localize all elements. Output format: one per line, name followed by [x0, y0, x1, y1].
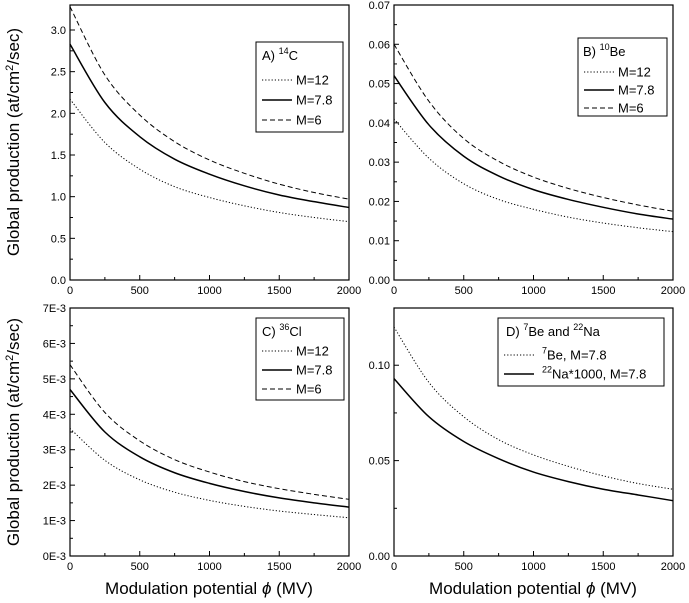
panel-a-y-tick-label: 0.0	[51, 275, 66, 287]
panel-c-y-tick-label: 4E-3	[43, 409, 66, 421]
panel-d-x-tick-label: 0	[391, 561, 397, 573]
panel-d-x-tick-label: 2000	[661, 561, 685, 573]
panel-c-y-tick-label: 5E-3	[43, 374, 66, 386]
panel-c-legend-label: M=7.8	[296, 363, 333, 378]
panel-d-legend-label: 7Be, M=7.8	[542, 346, 607, 363]
panel-a-curves	[69, 6, 350, 223]
panel-c-y-tick-label: 0E-3	[43, 551, 66, 563]
panel-d-x-tick-label: 1000	[521, 561, 545, 573]
panel-b-y-tick-label: 0.00	[369, 275, 390, 287]
panel-c-series-dashed-line	[69, 364, 350, 500]
panel-a-y-tick-label: 1.5	[51, 150, 66, 162]
panel-a-x-tick-label: 1000	[197, 285, 221, 297]
panel-b-x-tick-label: 1000	[521, 285, 545, 297]
panel-c-curves	[69, 364, 350, 519]
panel-d-legend-items: 7Be, M=7.8 22Na*1000, M=7.8	[504, 346, 646, 382]
panel-a-legend-items: M=12 M=7.8 M=6	[262, 73, 333, 128]
panel-a-y-tick-label: 3.0	[51, 25, 66, 37]
panel-d-y-tick-label: 0.05	[369, 456, 390, 468]
panel-a-legend-label: M=12	[296, 73, 329, 88]
panel-b-y-tick-label: 0.04	[369, 118, 390, 130]
panel-a-x-tick-label: 0	[67, 285, 73, 297]
panel-c-label: C) 36Cl	[262, 322, 302, 339]
panel-a-y-tick-label: 0.5	[51, 233, 66, 245]
panel-c-x-tick-label: 2000	[337, 561, 361, 573]
x-axis-title-left: Modulation potential ϕ (MV)	[105, 579, 313, 598]
panel-a-x-tick-label: 2000	[337, 285, 361, 297]
panel-b-x-tick-label: 1500	[591, 285, 615, 297]
panel-b-x-tick-label: 500	[455, 285, 473, 297]
panel-b-curves	[393, 44, 674, 233]
panel-b-series-solid-line	[393, 75, 674, 220]
panel-d-y-tick-label: 0.10	[369, 360, 390, 372]
panel-d-x-tick-label: 500	[455, 561, 473, 573]
panel-a-label: A) 14C	[262, 46, 298, 63]
panel-b-legend-items: M=12 M=7.8 M=6	[584, 65, 655, 116]
panel-c-y-tick-label: 1E-3	[43, 516, 66, 528]
panel-c-ticks: 0 500 1000 1500 2000 0E-3 1E-3 2E-3 3E-3 4E-3 5E-3…	[43, 303, 361, 573]
panel-b-x-tick-label: 2000	[661, 285, 685, 297]
panel-a-legend-label: M=6	[296, 113, 322, 128]
panel-c-legend-items: M=12 M=7.8 M=6	[262, 344, 333, 397]
panel-b-ticks: 0 500 1000 1500 2000 0.00 0.01 0.02 0.03 0.04 0.05…	[369, 0, 686, 297]
panel-d-x-tick-label: 1500	[591, 561, 615, 573]
panel-a-x-tick-label: 500	[131, 285, 149, 297]
panel-c-x-tick-label: 0	[67, 561, 73, 573]
panel-b-legend-label: M=6	[618, 101, 644, 116]
panel-b-y-tick-label: 0.06	[369, 39, 390, 51]
panel-a-y-tick-label: 2.0	[51, 108, 66, 120]
panel-b-legend-label: M=12	[618, 65, 651, 80]
panel-b-label: B) 10Be	[583, 42, 626, 59]
y-axis-title-top: Global production (at/cm2/sec)	[4, 28, 23, 256]
panel-a-x-tick-label: 1500	[267, 285, 291, 297]
panel-c-series-dotted-line	[69, 428, 350, 519]
panel-a-y-tick-label: 1.0	[51, 192, 66, 204]
panel-c-legend-label: M=12	[296, 344, 329, 359]
panel-c-y-tick-label: 2E-3	[43, 480, 66, 492]
panel-a-ticks: 0 500 1000 1500 2000 0.0 0.5 1.0 1.5 2.0 2.5 3.0	[51, 25, 362, 297]
panel-c-series-solid-line	[69, 389, 350, 508]
panel-d-series-solid-line	[393, 378, 674, 502]
panel-a-series-solid-line	[69, 43, 350, 209]
panel-b-series-dotted-line	[393, 118, 674, 233]
panel-b-y-tick-label: 0.02	[369, 196, 390, 208]
panel-b-y-tick-label: 0.01	[369, 236, 390, 248]
y-axis-title-bottom: Global production (at/cm2/sec)	[4, 318, 23, 546]
panel-a-legend-label: M=7.8	[296, 93, 333, 108]
panel-b: 0 500 1000 1500 2000 0.00 0.01 0.02 0.03 0.04 0.05…	[369, 0, 686, 297]
panel-c: 0 500 1000 1500 2000 0E-3 1E-3 2E-3 3E-3 4E-3 5E-3…	[43, 303, 361, 573]
panel-c-x-tick-label: 1000	[197, 561, 221, 573]
panel-d-series-dotted-line	[393, 326, 674, 490]
panel-b-y-tick-label: 0.07	[369, 0, 390, 12]
panel-c-legend	[255, 317, 345, 401]
panel-b-legend	[577, 37, 668, 117]
panel-a-y-tick-label: 2.5	[51, 67, 66, 79]
panel-a-legend	[255, 41, 344, 133]
panel-c-y-tick-label: 3E-3	[43, 445, 66, 457]
panel-c-x-tick-label: 1500	[267, 561, 291, 573]
panel-b-x-tick-label: 0	[391, 285, 397, 297]
panel-d-legend-label: 22Na*1000, M=7.8	[542, 365, 646, 382]
panel-a-series-dashed-line	[69, 6, 350, 200]
panel-b-y-tick-label: 0.03	[369, 157, 390, 169]
panel-d-curves	[393, 326, 674, 502]
x-axis-title-right: Modulation potential ϕ (MV)	[429, 579, 637, 598]
panel-d: 0 500 1000 1500 2000 0.00 0.05 0.10 D) 7Be and …	[369, 307, 686, 573]
panel-c-y-tick-label: 6E-3	[43, 338, 66, 350]
panel-b-y-tick-label: 0.05	[369, 79, 390, 91]
panel-c-legend-label: M=6	[296, 382, 322, 397]
panel-c-x-tick-label: 500	[131, 561, 149, 573]
panel-d-ticks: 0 500 1000 1500 2000 0.00 0.05 0.10	[369, 360, 686, 573]
panel-c-y-tick-label: 7E-3	[43, 303, 66, 315]
panel-d-y-tick-label: 0.00	[369, 551, 390, 563]
panel-d-label: D) 7Be and 22Na	[506, 322, 601, 339]
panel-a: 0 500 1000 1500 2000 0.0 0.5 1.0 1.5 2.0 2.5 3.0 A)…	[51, 4, 362, 297]
panel-b-legend-label: M=7.8	[618, 83, 655, 98]
